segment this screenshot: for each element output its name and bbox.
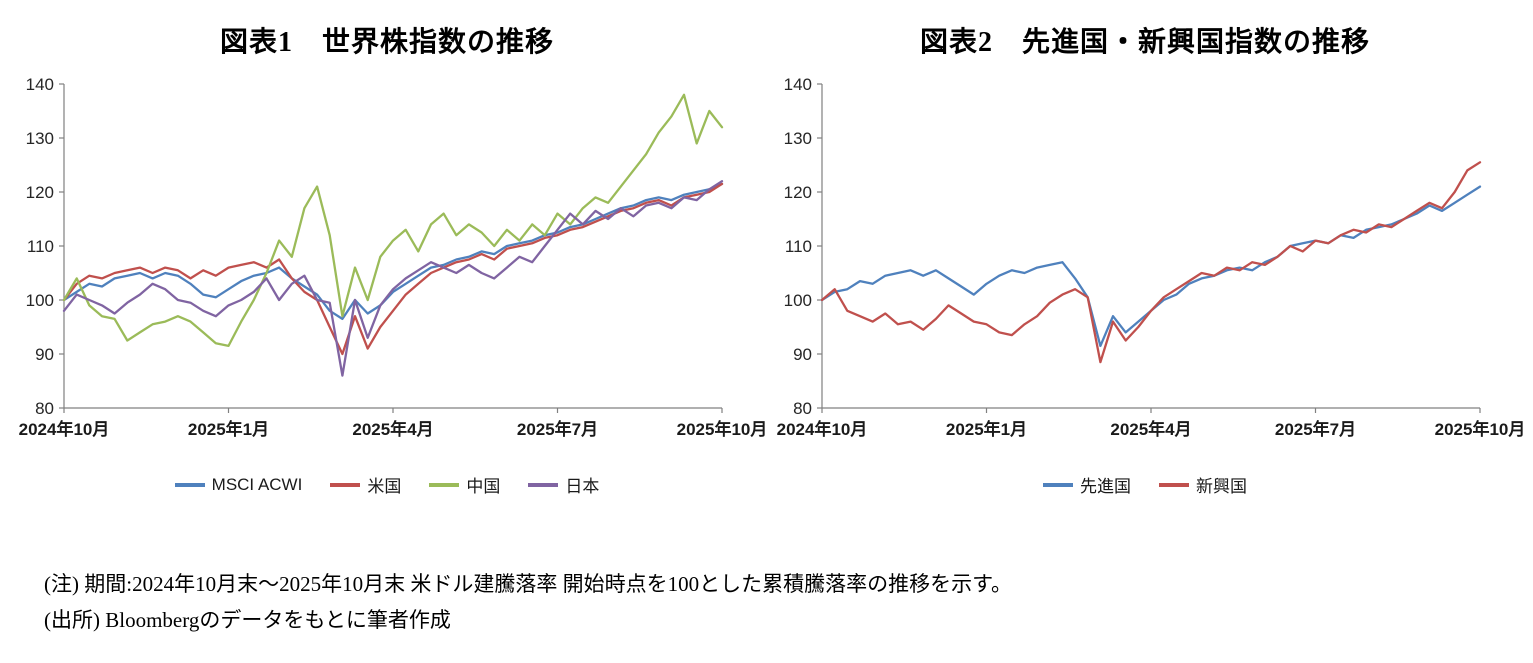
chart-1-legend: MSCI ACWI 米国 中国 日本 [8, 472, 766, 497]
legend-label: 新興国 [1196, 477, 1247, 496]
chart-2-title: 図表2 先進国・新興国指数の推移 [919, 27, 1370, 58]
note-period-line: (注) 期間:2024年10月末～2025年10月末 米ドル建騰落率 開始時点を… [44, 572, 1012, 596]
svg-text:80: 80 [35, 399, 54, 418]
legend-item: 中国 [429, 472, 500, 497]
svg-text:2025年7月: 2025年7月 [1275, 419, 1356, 439]
figure-1-world-stock-index: 図表1 世界株指数の推移 80 90 100 110 120 130 140 2024年10月… [8, 8, 768, 497]
legend-line-marker [1043, 482, 1073, 487]
legend-label: 米国 [367, 477, 402, 496]
svg-text:110: 110 [27, 237, 54, 256]
legend-item: 米国 [330, 472, 401, 497]
svg-text:2025年10月: 2025年10月 [677, 419, 768, 439]
legend-label: MSCI ACWI [211, 474, 303, 494]
note-source-line: (出所) Bloombergのデータをもとに筆者作成 [44, 607, 451, 632]
svg-text:120: 120 [26, 183, 54, 202]
svg-text:2025年4月: 2025年4月 [1110, 419, 1191, 439]
legend-line-marker [1159, 482, 1189, 487]
svg-text:130: 130 [784, 129, 812, 148]
legend-item: 新興国 [1159, 472, 1247, 497]
legend-line-marker [174, 482, 205, 487]
legend-item: 日本 [528, 472, 599, 497]
legend-line-marker [528, 482, 559, 487]
legend-line-marker [429, 482, 460, 487]
legend-item: 先進国 [1043, 472, 1131, 497]
svg-text:110: 110 [785, 237, 812, 256]
svg-text:2025年1月: 2025年1月 [946, 419, 1027, 439]
legend-label: 日本 [565, 477, 600, 496]
svg-text:2025年7月: 2025年7月 [517, 419, 598, 439]
svg-text:90: 90 [793, 345, 812, 364]
footnotes: (注) 期間:2024年10月末～2025年10月末 米ドル建騰落率 開始時点を… [44, 567, 1533, 638]
chart-2-legend: 先進国 新興国 [766, 472, 1524, 497]
svg-text:80: 80 [793, 399, 812, 418]
chart-1-title: 図表1 世界株指数の推移 [219, 27, 554, 58]
svg-text:100: 100 [784, 291, 812, 310]
chart-2-canvas: 80 90 100 110 120 130 140 2024年10月 2025年1月 2025年4… [777, 75, 1526, 439]
legend-label: 先進国 [1080, 477, 1131, 496]
chart-1-canvas: 80 90 100 110 120 130 140 2024年10月 2025年1月 2025年4… [19, 75, 768, 439]
legend-label: 中国 [466, 477, 501, 496]
svg-text:140: 140 [26, 75, 54, 94]
svg-text:140: 140 [784, 75, 812, 94]
figure-2-developed-emerging-index: 図表2 先進国・新興国指数の推移 80 90 100 110 120 130 140 2024… [766, 8, 1526, 497]
svg-text:2024年10月: 2024年10月 [19, 419, 110, 439]
svg-text:2025年1月: 2025年1月 [188, 419, 269, 439]
legend-item: MSCI ACWI [174, 474, 303, 495]
svg-text:2025年4月: 2025年4月 [352, 419, 433, 439]
svg-text:2024年10月: 2024年10月 [777, 419, 868, 439]
svg-text:100: 100 [26, 291, 54, 310]
svg-text:120: 120 [784, 183, 812, 202]
legend-line-marker [330, 482, 361, 487]
charts-row: 図表1 世界株指数の推移 80 90 100 110 120 130 140 2024年10月… [8, 8, 1526, 497]
svg-text:90: 90 [35, 345, 54, 364]
svg-text:130: 130 [26, 129, 54, 148]
svg-text:2025年10月: 2025年10月 [1435, 419, 1526, 439]
